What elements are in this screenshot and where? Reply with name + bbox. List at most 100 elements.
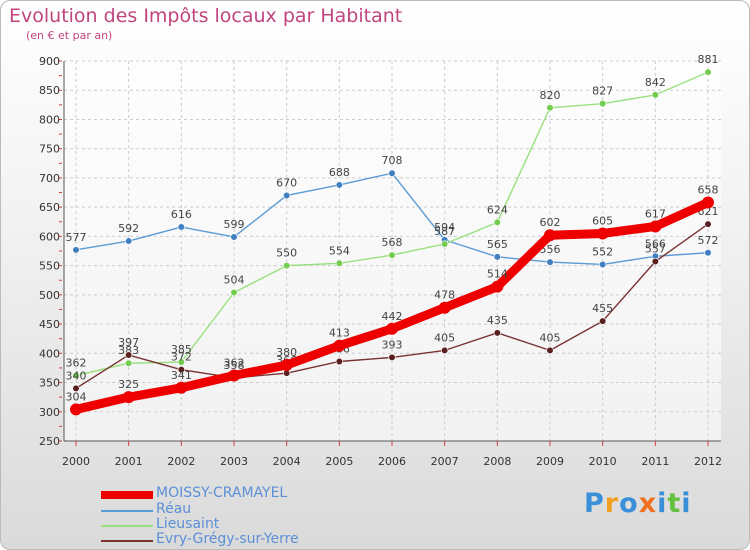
data-label-moissy-cramayel: 304 bbox=[66, 390, 87, 403]
data-point-lieusaint bbox=[704, 68, 712, 76]
logo-letter: P bbox=[584, 488, 605, 519]
data-point-lieusaint bbox=[177, 358, 185, 366]
data-label-moissy-cramayel: 380 bbox=[276, 346, 297, 359]
x-tick-label: 2008 bbox=[483, 455, 511, 468]
data-point-evry-gregy-sur-yerre bbox=[125, 351, 133, 359]
legend-swatch-moissy-cramayel bbox=[101, 491, 153, 499]
data-label-moissy-cramayel: 341 bbox=[171, 369, 192, 382]
data-label-reau: 594 bbox=[434, 221, 455, 234]
data-point-evry-gregy-sur-yerre bbox=[599, 317, 607, 325]
data-label-reau: 552 bbox=[592, 245, 613, 258]
data-point-reau bbox=[704, 249, 712, 257]
chart-title: Evolution des Impôts locaux par Habitant bbox=[9, 5, 403, 27]
data-point-lieusaint bbox=[651, 91, 659, 99]
data-point-evry-gregy-sur-yerre bbox=[441, 346, 449, 354]
data-point-moissy-cramayel bbox=[175, 381, 188, 394]
data-point-moissy-cramayel bbox=[122, 391, 135, 404]
logo-letter: i bbox=[657, 488, 668, 519]
data-point-moissy-cramayel bbox=[228, 369, 240, 382]
data-label-reau: 592 bbox=[118, 222, 139, 235]
data-label-evry-gregy-sur-yerre: 455 bbox=[592, 302, 613, 315]
data-point-moissy-cramayel bbox=[438, 301, 451, 314]
legend-label-evry-gregy-sur-yerre: Evry-Grégy-sur-Yerre bbox=[156, 531, 299, 547]
data-point-lieusaint bbox=[125, 359, 133, 367]
x-tick-label: 2002 bbox=[167, 455, 195, 468]
data-label-lieusaint: 587 bbox=[434, 225, 455, 238]
logo-letter: t bbox=[667, 488, 682, 519]
x-tick-label: 2007 bbox=[431, 455, 459, 468]
data-point-lieusaint bbox=[230, 288, 238, 297]
data-label-evry-gregy-sur-yerre: 372 bbox=[171, 351, 192, 364]
data-point-moissy-cramayel bbox=[491, 280, 504, 293]
data-point-evry-gregy-sur-yerre bbox=[493, 329, 501, 337]
data-point-evry-gregy-sur-yerre bbox=[335, 357, 343, 366]
legend-label-reau: Réau bbox=[156, 501, 192, 517]
data-label-moissy-cramayel: 602 bbox=[540, 216, 561, 229]
data-label-reau: 688 bbox=[329, 166, 350, 179]
data-point-lieusaint bbox=[335, 259, 343, 267]
data-label-lieusaint: 385 bbox=[171, 343, 192, 356]
legend-swatch-lieusaint bbox=[101, 525, 153, 527]
data-label-lieusaint: 624 bbox=[487, 203, 508, 216]
chart-subtitle: (en € et par an) bbox=[26, 29, 113, 42]
data-label-moissy-cramayel: 605 bbox=[592, 214, 613, 227]
data-label-evry-gregy-sur-yerre: 358 bbox=[224, 359, 245, 372]
data-label-lieusaint: 881 bbox=[698, 53, 719, 66]
data-label-evry-gregy-sur-yerre: 393 bbox=[382, 338, 403, 351]
data-label-lieusaint: 827 bbox=[592, 85, 613, 98]
data-label-lieusaint: 820 bbox=[540, 89, 561, 102]
y-tick-label: 400 bbox=[39, 347, 60, 360]
data-label-lieusaint: 842 bbox=[645, 76, 666, 89]
data-point-reau bbox=[230, 233, 238, 241]
data-point-evry-gregy-sur-yerre bbox=[177, 366, 185, 374]
data-label-moissy-cramayel: 514 bbox=[487, 268, 508, 281]
data-point-moissy-cramayel bbox=[649, 220, 662, 233]
data-point-moissy-cramayel bbox=[386, 322, 398, 335]
x-tick-label: 2001 bbox=[115, 455, 143, 468]
data-label-evry-gregy-sur-yerre: 397 bbox=[118, 336, 139, 349]
y-tick-label: 500 bbox=[39, 289, 60, 302]
data-label-lieusaint: 568 bbox=[382, 236, 403, 249]
legend-label-moissy-cramayel: MOISSY-CRAMAYEL bbox=[156, 485, 288, 501]
x-tick-label: 2012 bbox=[694, 455, 722, 468]
data-point-lieusaint bbox=[388, 251, 396, 259]
data-label-lieusaint: 504 bbox=[224, 274, 245, 287]
data-point-reau bbox=[72, 246, 80, 254]
x-tick-label: 2004 bbox=[273, 455, 301, 468]
data-label-reau: 577 bbox=[66, 231, 87, 244]
y-tick-label: 700 bbox=[39, 172, 60, 185]
data-label-moissy-cramayel: 658 bbox=[698, 183, 719, 196]
data-label-moissy-cramayel: 362 bbox=[224, 357, 245, 370]
data-point-reau bbox=[335, 181, 343, 189]
data-point-reau bbox=[493, 253, 501, 261]
logo-letter: i bbox=[681, 488, 692, 519]
y-tick-label: 250 bbox=[39, 435, 60, 448]
data-label-moissy-cramayel: 478 bbox=[434, 289, 455, 302]
data-point-evry-gregy-sur-yerre bbox=[651, 257, 659, 266]
data-label-reau: 599 bbox=[224, 218, 245, 231]
y-tick-label: 550 bbox=[39, 260, 60, 273]
data-point-lieusaint bbox=[72, 371, 80, 380]
data-label-moissy-cramayel: 617 bbox=[645, 207, 666, 220]
x-tick-label: 2003 bbox=[220, 455, 248, 468]
data-label-moissy-cramayel: 325 bbox=[118, 378, 139, 391]
proxiti-logo: Proxiti bbox=[584, 488, 692, 519]
data-label-evry-gregy-sur-yerre: 405 bbox=[540, 331, 561, 344]
data-point-reau bbox=[283, 191, 291, 200]
data-label-moissy-cramayel: 413 bbox=[329, 327, 350, 340]
data-point-lieusaint bbox=[599, 100, 607, 108]
data-point-reau bbox=[546, 258, 554, 266]
y-tick-label: 350 bbox=[39, 377, 60, 390]
data-label-reau: 572 bbox=[698, 234, 719, 247]
logo-letter: r bbox=[604, 488, 620, 519]
data-point-reau bbox=[177, 223, 185, 231]
y-tick-label: 750 bbox=[39, 143, 60, 156]
data-label-reau: 670 bbox=[276, 176, 297, 189]
x-tick-label: 2005 bbox=[325, 455, 353, 468]
y-tick-label: 450 bbox=[39, 318, 60, 331]
data-point-lieusaint bbox=[441, 240, 449, 248]
x-tick-label: 2000 bbox=[62, 455, 90, 468]
legend-swatch-reau bbox=[101, 510, 153, 512]
